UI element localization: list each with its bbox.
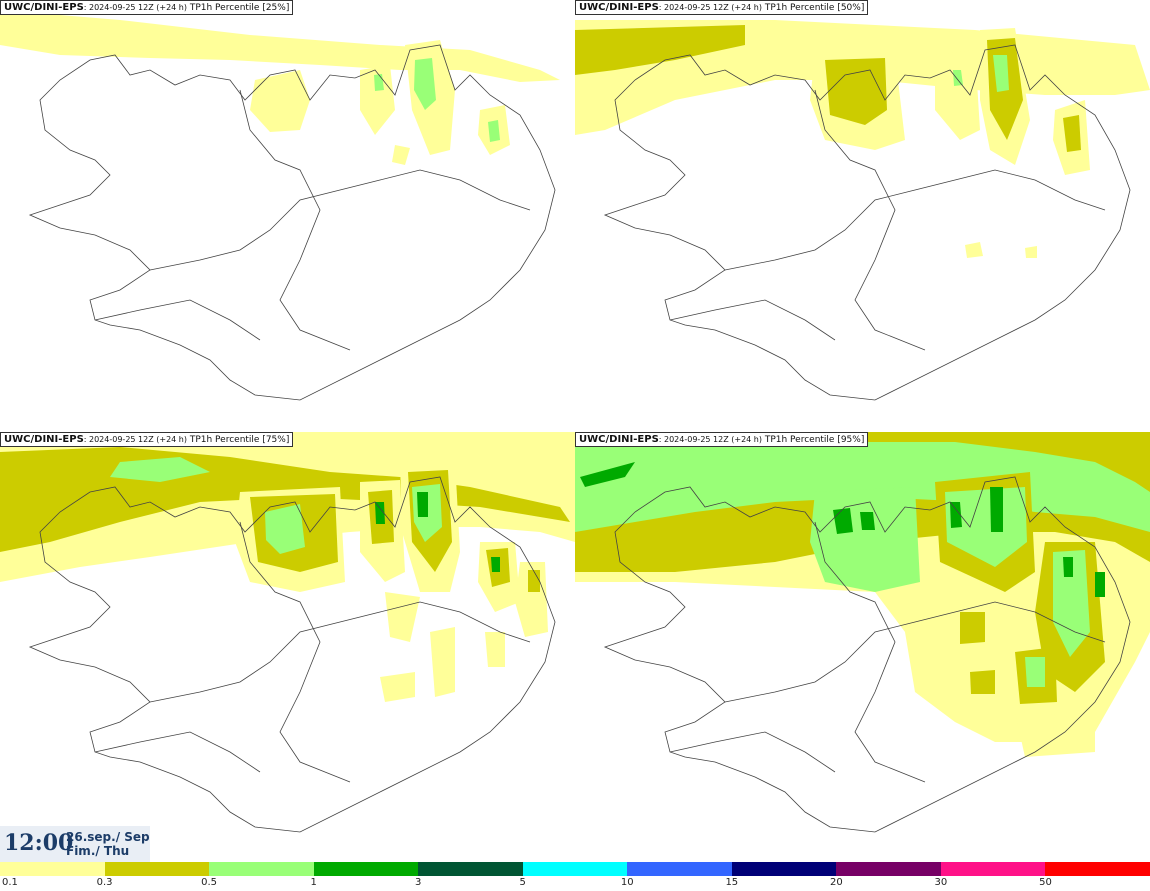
legend-label: 3: [414, 877, 422, 888]
legend-label: 1: [310, 877, 317, 888]
model-name: UWC/DINI-EPS: [579, 2, 659, 13]
legend-label: 5: [519, 877, 526, 888]
legend-label: 10: [620, 877, 634, 888]
run-info: : 2024-09-25 12Z (+24 h): [658, 3, 762, 12]
map-panel-p25: UWC/DINI-EPS: 2024-09-25 12Z (+24 h) TP1…: [0, 0, 575, 432]
valid-time: 12:00: [4, 830, 74, 856]
map-panel-p75: UWC/DINI-EPS: 2024-09-25 12Z (+24 h) TP1…: [0, 432, 575, 864]
map-panel-p50: UWC/DINI-EPS: 2024-09-25 12Z (+24 h) TP1…: [575, 0, 1150, 432]
legend-swatch: [522, 862, 628, 876]
model-name: UWC/DINI-EPS: [4, 434, 84, 445]
run-info: : 2024-09-25 12Z (+24 h): [658, 435, 762, 444]
valid-time-box: 12:00 26.sep./ Sep Fim./ Thu: [0, 826, 150, 862]
map-panel-p95: UWC/DINI-EPS: 2024-09-25 12Z (+24 h) TP1…: [575, 432, 1150, 864]
panel-title: UWC/DINI-EPS: 2024-09-25 12Z (+24 h) TP1…: [0, 432, 294, 447]
field-name: TP1h Percentile [75%]: [186, 435, 290, 445]
coastline: [603, 476, 1131, 833]
color-legend: 0.1 0.3 0.5 1 3 5 10 15 20 30 50: [0, 862, 1150, 891]
model-name: UWC/DINI-EPS: [579, 434, 659, 445]
field-name: TP1h Percentile [50%]: [761, 3, 865, 13]
legend-swatch: [209, 862, 314, 876]
panel-title: UWC/DINI-EPS: 2024-09-25 12Z (+24 h) TP1…: [0, 0, 294, 15]
valid-date-line1: 26.sep./ Sep: [66, 830, 150, 844]
legend-swatch: [1045, 862, 1150, 876]
legend-swatch: [627, 862, 732, 876]
legend-swatch: [104, 862, 210, 876]
run-info: : 2024-09-25 12Z (+24 h): [83, 3, 187, 12]
precip-map: [0, 432, 575, 833]
model-name: UWC/DINI-EPS: [4, 2, 84, 13]
precip-overlay: [0, 432, 575, 702]
legend-swatch: [313, 862, 419, 876]
coastline: [28, 44, 556, 401]
legend-label: 0.1: [2, 877, 18, 888]
valid-date: 26.sep./ Sep Fim./ Thu: [66, 830, 150, 858]
field-name: TP1h Percentile [25%]: [186, 3, 290, 13]
legend-swatch: [836, 862, 941, 876]
precip-overlay: [575, 20, 1150, 258]
legend-bar: [0, 862, 1150, 876]
panel-title: UWC/DINI-EPS: 2024-09-25 12Z (+24 h) TP1…: [575, 432, 869, 447]
precip-map: [0, 10, 560, 401]
legend-swatch: [940, 862, 1046, 876]
legend-label: 20: [829, 877, 843, 888]
field-name: TP1h Percentile [95%]: [761, 435, 865, 445]
precip-map: [575, 20, 1150, 401]
legend-label: 50: [1039, 877, 1052, 888]
legend-swatch: [418, 862, 523, 876]
legend-swatch: [731, 862, 837, 876]
valid-date-line2: Fim./ Thu: [66, 844, 130, 858]
precip-overlay: [575, 432, 1150, 757]
coastline: [603, 44, 1131, 401]
coastline: [28, 476, 556, 833]
legend-label: 15: [725, 877, 739, 888]
legend-labels: 0.1 0.3 0.5 1 3 5 10 15 20 30 50: [0, 877, 1150, 891]
legend-label: 0.5: [201, 877, 218, 888]
run-info: : 2024-09-25 12Z (+24 h): [83, 435, 187, 444]
legend-swatch: [0, 862, 105, 876]
panel-title: UWC/DINI-EPS: 2024-09-25 12Z (+24 h) TP1…: [575, 0, 869, 15]
legend-label: 0.3: [96, 877, 113, 888]
precip-map: [575, 432, 1150, 833]
precip-overlay: [0, 10, 560, 165]
legend-label: 30: [934, 877, 948, 888]
